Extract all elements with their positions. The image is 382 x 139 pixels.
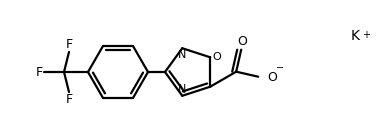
Text: F: F: [65, 38, 73, 51]
Text: K: K: [351, 29, 359, 43]
Text: O: O: [267, 71, 277, 84]
Text: +: +: [362, 30, 370, 40]
Text: F: F: [36, 65, 43, 79]
Text: N: N: [178, 50, 186, 60]
Text: N: N: [178, 84, 186, 94]
Text: −: −: [276, 63, 284, 73]
Text: O: O: [212, 52, 221, 62]
Text: F: F: [65, 93, 73, 106]
Text: O: O: [237, 35, 247, 48]
